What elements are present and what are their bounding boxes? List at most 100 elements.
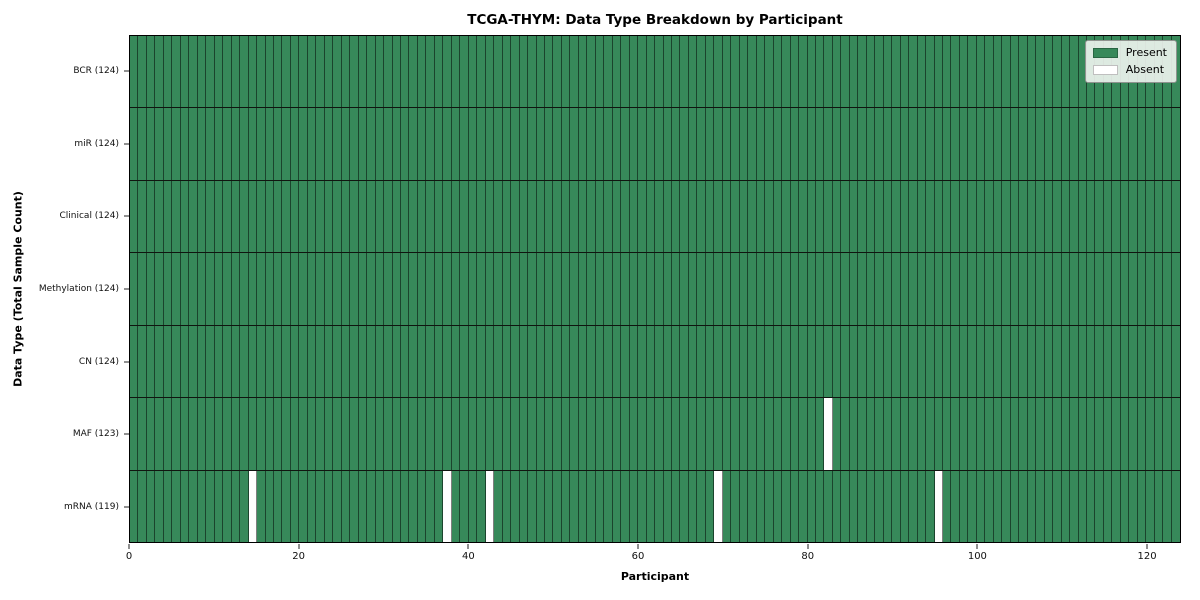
heatmap-cell-present: [1103, 253, 1113, 325]
heatmap-cell-present: [909, 180, 918, 253]
heatmap-cell-present: [240, 108, 249, 180]
heatmap-cell-present: [231, 470, 241, 542]
heatmap-cell-present: [688, 325, 698, 398]
heatmap-cell-present: [849, 398, 859, 470]
heatmap-cell-present: [299, 36, 308, 108]
heatmap-cell-present: [646, 180, 656, 253]
heatmap-cell-present: [1146, 180, 1155, 253]
heatmap-cell-present: [417, 36, 427, 108]
heatmap-cell-present: [993, 108, 1003, 180]
heatmap-cell-present: [341, 470, 351, 542]
heatmap-cell-present: [655, 398, 664, 470]
heatmap-cell-present: [375, 325, 385, 398]
heatmap-cell-present: [1002, 253, 1011, 325]
heatmap-cell-present: [1078, 108, 1087, 180]
heatmap-cell-present: [1010, 108, 1020, 180]
heatmap-cell-present: [316, 253, 325, 325]
heatmap-cell-present: [451, 325, 461, 398]
heatmap-cell-present: [705, 470, 715, 542]
heatmap-cell-present: [197, 180, 207, 253]
heatmap-cell-present: [443, 325, 452, 398]
heatmap-cell-present: [1163, 180, 1172, 253]
heatmap-cell-present: [926, 470, 935, 542]
heatmap-cell-present: [993, 470, 1003, 542]
heatmap-cell-present: [883, 253, 893, 325]
heatmap-cell-present: [544, 108, 554, 180]
heatmap-cell-present: [841, 36, 850, 108]
heatmap-cell-present: [976, 180, 986, 253]
heatmap-cell-present: [240, 36, 249, 108]
heatmap-row-CN: [130, 324, 1180, 398]
heatmap-cell-present: [485, 180, 495, 253]
heatmap-cell-present: [434, 253, 444, 325]
y-tick-mark: [124, 506, 129, 508]
heatmap-cell-present: [290, 253, 300, 325]
heatmap-cell-present: [282, 470, 291, 542]
heatmap-cell-absent: [934, 470, 943, 542]
heatmap-cell-present: [578, 470, 588, 542]
heatmap-cell-present: [257, 36, 266, 108]
heatmap-cell-present: [1027, 325, 1037, 398]
heatmap-cell-present: [976, 253, 986, 325]
heatmap-cell-present: [206, 36, 215, 108]
heatmap-cell-present: [680, 398, 689, 470]
heatmap-cell-present: [231, 108, 241, 180]
heatmap-cell-present: [790, 398, 800, 470]
heatmap-cell-present: [858, 253, 867, 325]
heatmap-cell-present: [1019, 36, 1028, 108]
heatmap-cell-present: [553, 36, 562, 108]
heatmap-cell-present: [350, 470, 359, 542]
heatmap-cell-present: [1036, 253, 1045, 325]
heatmap-cell-present: [307, 325, 317, 398]
heatmap-cell-present: [705, 325, 715, 398]
heatmap-cell-present: [553, 253, 562, 325]
heatmap-row-mRNA: [130, 469, 1180, 542]
heatmap-cell-present: [697, 398, 706, 470]
heatmap-cell-present: [832, 108, 842, 180]
heatmap-cell-present: [799, 180, 808, 253]
heatmap-cell-present: [146, 325, 156, 398]
heatmap-cell-present: [672, 108, 681, 180]
heatmap-cell-present: [934, 36, 943, 108]
heatmap-cell-present: [1171, 108, 1180, 180]
heatmap-cell-present: [1095, 180, 1104, 253]
x-tick-label-20: 20: [292, 551, 306, 562]
x-tick-mark: [976, 544, 978, 549]
heatmap-cell-present: [858, 470, 867, 542]
heatmap-cell-present: [494, 253, 503, 325]
heatmap-cell-present: [934, 325, 943, 398]
heatmap-cell-present: [815, 36, 825, 108]
heatmap-cell-present: [1146, 398, 1155, 470]
heatmap-cell-present: [333, 470, 342, 542]
heatmap-cell-present: [655, 325, 664, 398]
heatmap-cell-present: [502, 108, 512, 180]
heatmap-cell-present: [883, 325, 893, 398]
heatmap-cell-present: [866, 180, 876, 253]
heatmap-cell-present: [172, 470, 181, 542]
heatmap-cell-present: [197, 470, 207, 542]
heatmap-cell-present: [341, 180, 351, 253]
heatmap-cell-present: [350, 180, 359, 253]
heatmap-cell-present: [409, 325, 418, 398]
heatmap-cell-present: [672, 253, 681, 325]
heatmap-cell-present: [511, 398, 520, 470]
heatmap-cell-present: [680, 180, 689, 253]
heatmap-cell-present: [1044, 470, 1054, 542]
heatmap-cell-present: [688, 398, 698, 470]
x-tick-mark: [1146, 544, 1148, 549]
heatmap-cell-present: [790, 253, 800, 325]
heatmap-cell-present: [451, 180, 461, 253]
heatmap-cell-present: [909, 108, 918, 180]
heatmap-cell-present: [536, 108, 545, 180]
heatmap-cell-present: [1061, 325, 1071, 398]
heatmap-cell-present: [900, 398, 910, 470]
heatmap-cell-present: [663, 253, 672, 325]
heatmap-cell-present: [307, 108, 317, 180]
heatmap-cell-present: [257, 253, 266, 325]
heatmap-cell-present: [790, 36, 800, 108]
heatmap-cell-present: [680, 325, 689, 398]
heatmap-cell-present: [1086, 180, 1096, 253]
heatmap-cell-present: [917, 108, 927, 180]
heatmap-cell-present: [782, 180, 791, 253]
heatmap-cell-present: [1129, 108, 1138, 180]
